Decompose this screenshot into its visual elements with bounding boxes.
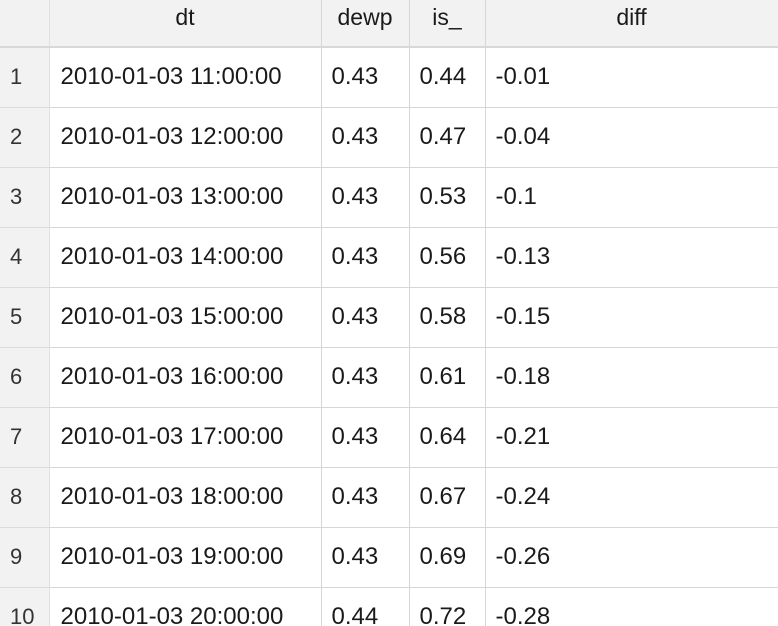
cell-diff[interactable]: -0.1: [485, 167, 778, 228]
cell-diff[interactable]: -0.13: [485, 227, 778, 288]
column-header-dt[interactable]: dt: [49, 0, 322, 48]
cell-dewp[interactable]: 0.44: [321, 587, 410, 626]
table-row[interactable]: 2 2010-01-03 12:00:00 0.43 0.47 -0.04: [0, 107, 778, 168]
cell-is[interactable]: 0.47: [409, 107, 486, 168]
row-index-cell: 9: [0, 527, 50, 588]
cell-diff[interactable]: -0.04: [485, 107, 778, 168]
table-row[interactable]: 7 2010-01-03 17:00:00 0.43 0.64 -0.21: [0, 407, 778, 468]
table-row[interactable]: 1 2010-01-03 11:00:00 0.43 0.44 -0.01: [0, 47, 778, 108]
table-row[interactable]: 9 2010-01-03 19:00:00 0.43 0.69 -0.26: [0, 527, 778, 588]
cell-diff[interactable]: -0.15: [485, 287, 778, 348]
cell-dt[interactable]: 2010-01-03 19:00:00: [49, 527, 322, 588]
cell-dt[interactable]: 2010-01-03 11:00:00: [49, 47, 322, 108]
cell-is[interactable]: 0.69: [409, 527, 486, 588]
cell-dewp[interactable]: 0.43: [321, 527, 410, 588]
cell-diff[interactable]: -0.21: [485, 407, 778, 468]
cell-dewp[interactable]: 0.43: [321, 47, 410, 108]
cell-dt[interactable]: 2010-01-03 16:00:00: [49, 347, 322, 408]
table-row[interactable]: 4 2010-01-03 14:00:00 0.43 0.56 -0.13: [0, 227, 778, 288]
row-index-cell: 5: [0, 287, 50, 348]
row-index-cell: 2: [0, 107, 50, 168]
column-header-is[interactable]: is_: [409, 0, 486, 48]
table-body: 1 2010-01-03 11:00:00 0.43 0.44 -0.01 2 2010-0…: [0, 47, 778, 626]
table-row[interactable]: 5 2010-01-03 15:00:00 0.43 0.58 -0.15: [0, 287, 778, 348]
cell-dewp[interactable]: 0.43: [321, 407, 410, 468]
column-header-dewp[interactable]: dewp: [321, 0, 410, 48]
row-index-cell: 3: [0, 167, 50, 228]
cell-dt[interactable]: 2010-01-03 18:00:00: [49, 467, 322, 528]
cell-dewp[interactable]: 0.43: [321, 467, 410, 528]
cell-dt[interactable]: 2010-01-03 15:00:00: [49, 287, 322, 348]
cell-is[interactable]: 0.56: [409, 227, 486, 288]
cell-dt[interactable]: 2010-01-03 13:00:00: [49, 167, 322, 228]
cell-diff[interactable]: -0.18: [485, 347, 778, 408]
cell-dewp[interactable]: 0.43: [321, 107, 410, 168]
cell-dt[interactable]: 2010-01-03 14:00:00: [49, 227, 322, 288]
cell-diff[interactable]: -0.26: [485, 527, 778, 588]
table-row[interactable]: 6 2010-01-03 16:00:00 0.43 0.61 -0.18: [0, 347, 778, 408]
row-index-cell: 8: [0, 467, 50, 528]
cell-is[interactable]: 0.61: [409, 347, 486, 408]
cell-is[interactable]: 0.44: [409, 47, 486, 108]
row-index-cell: 6: [0, 347, 50, 408]
cell-dt[interactable]: 2010-01-03 12:00:00: [49, 107, 322, 168]
cell-is[interactable]: 0.72: [409, 587, 486, 626]
cell-is[interactable]: 0.64: [409, 407, 486, 468]
column-header-diff[interactable]: diff: [485, 0, 778, 48]
cell-dt[interactable]: 2010-01-03 17:00:00: [49, 407, 322, 468]
cell-dewp[interactable]: 0.43: [321, 287, 410, 348]
cell-is[interactable]: 0.58: [409, 287, 486, 348]
index-column-header: [0, 0, 50, 48]
cell-dewp[interactable]: 0.43: [321, 167, 410, 228]
cell-diff[interactable]: -0.24: [485, 467, 778, 528]
header-row: dt dewp is_ diff: [0, 0, 778, 48]
table-row[interactable]: 10 2010-01-03 20:00:00 0.44 0.72 -0.28: [0, 587, 778, 626]
table-row[interactable]: 3 2010-01-03 13:00:00 0.43 0.53 -0.1: [0, 167, 778, 228]
cell-dt[interactable]: 2010-01-03 20:00:00: [49, 587, 322, 626]
table-row[interactable]: 8 2010-01-03 18:00:00 0.43 0.67 -0.24: [0, 467, 778, 528]
cell-diff[interactable]: -0.01: [485, 47, 778, 108]
row-index-cell: 1: [0, 47, 50, 108]
cell-is[interactable]: 0.53: [409, 167, 486, 228]
row-index-cell: 7: [0, 407, 50, 468]
cell-diff[interactable]: -0.28: [485, 587, 778, 626]
cell-dewp[interactable]: 0.43: [321, 347, 410, 408]
row-index-cell: 10: [0, 587, 50, 626]
row-index-cell: 4: [0, 227, 50, 288]
cell-dewp[interactable]: 0.43: [321, 227, 410, 288]
cell-is[interactable]: 0.67: [409, 467, 486, 528]
